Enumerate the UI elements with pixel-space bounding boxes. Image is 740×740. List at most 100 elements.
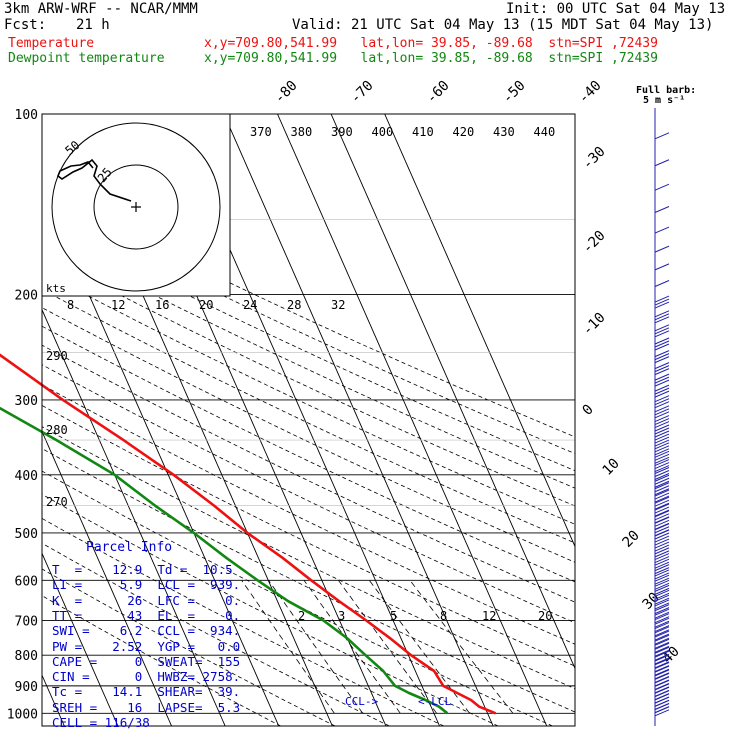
wind-barb <box>654 436 670 444</box>
isotherm-label: 0 <box>580 402 597 419</box>
dry-adiabats <box>42 188 575 726</box>
wind-barb <box>654 637 670 645</box>
dry-adiabat <box>42 204 575 455</box>
theta-label: 400 <box>372 125 394 139</box>
isotherm-label: 20 <box>620 528 643 551</box>
wind-barb <box>654 582 670 590</box>
wind-barb <box>654 467 670 474</box>
wind-barb <box>654 495 670 503</box>
dewpoint-location: x,y=709.80,541.99 lat,lon= 39.85, -89.68… <box>204 51 658 66</box>
wind-barb <box>654 485 670 493</box>
pressure-tick-label: 100 <box>15 108 38 123</box>
hodo-speed-label: 28 <box>287 298 301 312</box>
wind-barb <box>654 263 670 271</box>
wind-barb <box>654 672 670 680</box>
wind-barb <box>654 310 670 318</box>
dry-adiabat <box>42 426 575 690</box>
wind-barb <box>654 445 670 453</box>
wind-barb <box>654 532 670 540</box>
wind-barb <box>654 356 670 364</box>
wind-barb <box>654 368 670 376</box>
dry-adiabat <box>42 188 575 438</box>
dry-adiabat <box>42 344 575 603</box>
dry-adiabat <box>42 542 390 726</box>
wind-barb <box>654 597 670 605</box>
hodograph-trace <box>57 158 132 202</box>
wind-barbs <box>654 108 670 726</box>
lcl-marker-label: <-LCL <box>418 695 451 708</box>
wind-barb <box>654 506 670 514</box>
wind-barb <box>654 502 670 510</box>
wind-barb <box>654 470 670 477</box>
theta-label: 390 <box>331 125 353 139</box>
theta-label: 430 <box>493 125 515 139</box>
wind-barb <box>654 427 670 435</box>
pressure-tick-label: 200 <box>15 288 38 303</box>
wind-barb <box>654 645 670 653</box>
wind-barb <box>654 642 670 650</box>
wind-barb <box>654 564 670 572</box>
wind-barb <box>654 696 670 704</box>
wind-barb <box>654 665 670 673</box>
wind-barb <box>654 620 670 628</box>
dewpoint-trace <box>0 406 449 715</box>
parcel-info-row: CELL = 116/38 <box>52 715 150 730</box>
parcel-info-title: Parcel Info <box>86 540 173 555</box>
wind-barb <box>654 679 670 687</box>
dry-adiabat <box>42 289 575 544</box>
wind-barb <box>654 649 670 657</box>
ccl-marker-label: CCL-> <box>345 695 378 708</box>
theta-label: 370 <box>250 125 272 139</box>
wind-barb <box>654 350 670 358</box>
wind-barb <box>654 587 670 595</box>
wind-barb <box>654 523 670 531</box>
parcel-info-row: CAPE = 0 SWEAT= 155 <box>52 653 241 669</box>
wind-barb <box>654 550 670 558</box>
wind-barb <box>654 245 670 253</box>
wind-barb <box>654 424 670 432</box>
wind-barb <box>654 450 670 458</box>
wind-barb <box>654 132 670 140</box>
wind-barb <box>654 439 670 447</box>
forecast-label: Fcst: <box>4 17 47 33</box>
temperature-location: x,y=709.80,541.99 lat,lon= 39.85, -89.68… <box>204 36 658 51</box>
wind-barb <box>654 535 670 543</box>
wind-barb <box>654 280 670 287</box>
wind-barb <box>654 373 670 381</box>
wind-barb <box>654 430 670 438</box>
wind-barb <box>654 340 670 348</box>
pressure-tick-label: 500 <box>15 527 38 542</box>
mixing-ratio-label: 12 <box>482 609 496 623</box>
mixing-ratio-label: 8 <box>440 609 447 623</box>
theta-side-label: 290 <box>46 349 68 363</box>
wind-barb <box>654 641 670 649</box>
wind-barb <box>654 561 670 569</box>
wind-barb <box>654 324 670 332</box>
dry-adiabat <box>42 517 444 726</box>
wind-barb <box>654 547 670 555</box>
isotherm-label: -10 <box>580 310 609 339</box>
theta-side-label: 270 <box>46 495 68 509</box>
wind-barb <box>654 343 670 351</box>
temperature-legend: Temperature <box>8 36 95 51</box>
wind-barb <box>654 709 670 717</box>
theta-label: 410 <box>412 125 434 139</box>
wind-barb <box>654 611 670 619</box>
wind-barb <box>654 638 670 646</box>
parcel-info-row: SREH = 16 LAPSE= 5.3 <box>52 699 241 715</box>
wind-barb <box>654 616 670 624</box>
parcel-info-row: LI = 5.9 LCL = 939. <box>52 577 241 593</box>
isotherm-label: -80 <box>272 78 301 107</box>
wind-barb <box>654 418 670 426</box>
dewpoint-legend: Dewpoint temperature <box>8 51 165 66</box>
wind-barb <box>654 510 670 518</box>
wind-barb <box>654 690 670 698</box>
wind-barb <box>654 456 670 464</box>
isotherm-lines <box>42 114 575 726</box>
wind-barb <box>654 607 670 615</box>
wind-barb <box>654 594 670 602</box>
wind-barb <box>654 634 670 642</box>
wind-barb <box>654 503 670 511</box>
